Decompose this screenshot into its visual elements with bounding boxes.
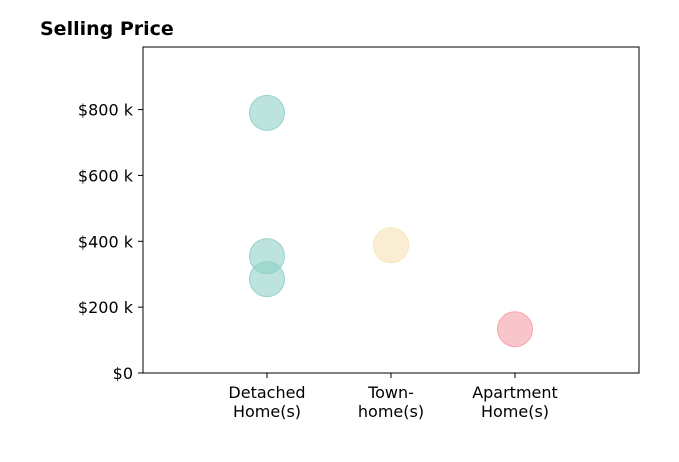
x-tick-label: Detached Home(s) [228,383,305,421]
y-tick-label: $0 [113,364,133,383]
plot-area [142,46,640,374]
data-point [249,94,285,131]
y-tick-label: $600 k [78,166,134,185]
x-axis: Detached Home(s) Town-home(s) Apartment Home… [228,373,558,421]
data-point [249,261,285,298]
data-points [249,94,533,348]
y-tick-label: $800 k [78,101,134,120]
data-point [373,227,409,264]
y-tick-label: $400 k [78,232,134,251]
chart-title: Selling Price [40,18,174,40]
data-point [497,311,533,348]
x-tick-label: Town-home(s) [358,383,424,421]
y-axis: $0 $200 k $400 k $600 k $800 k [78,101,143,383]
y-tick-label: $200 k [78,298,134,317]
x-tick-label: Apartment Home(s) [472,383,558,421]
plot-frame [142,46,640,374]
